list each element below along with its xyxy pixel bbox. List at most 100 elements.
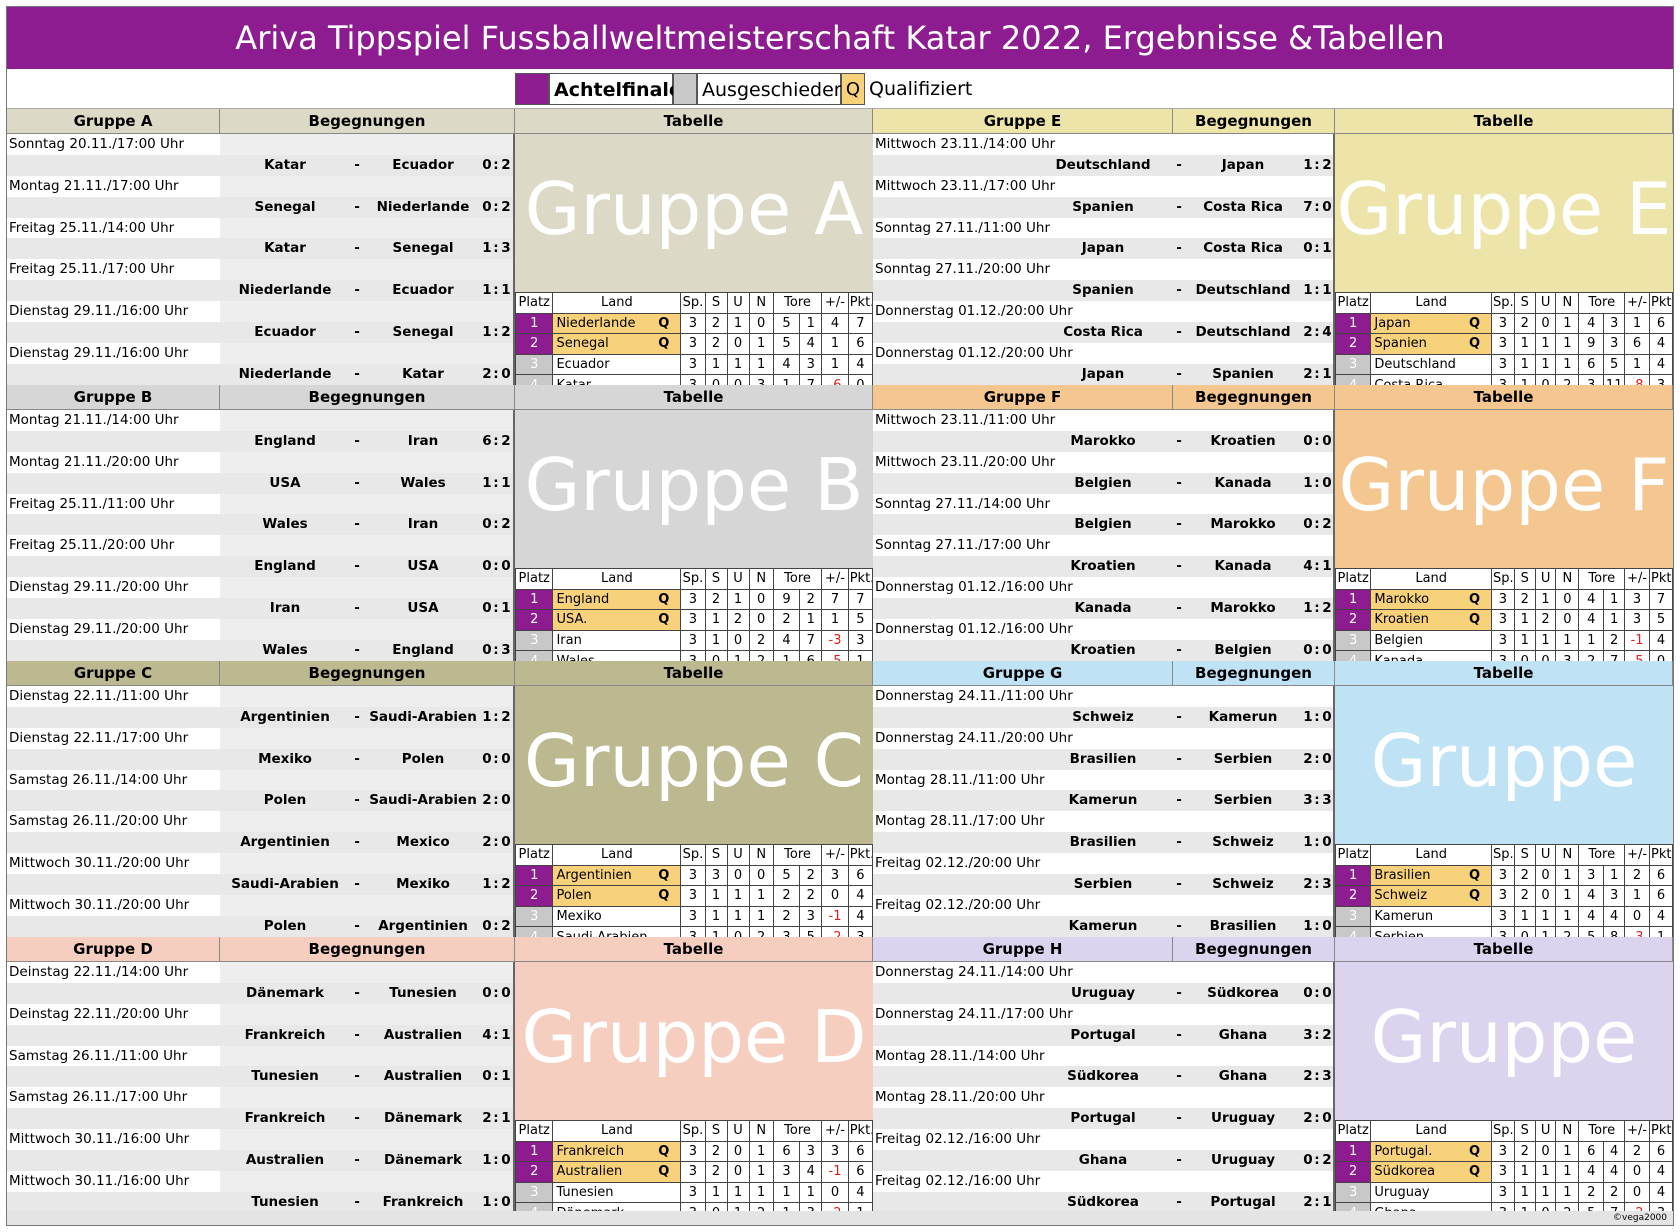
draws-cell: 0 bbox=[726, 333, 750, 355]
rank-cell: 2 bbox=[1334, 1161, 1372, 1183]
goal-diff-cell: -2 bbox=[821, 926, 849, 937]
goal-diff-cell: 0 bbox=[821, 1181, 849, 1204]
team-name: Uruguay bbox=[1374, 1185, 1430, 1201]
standings-row: 3 Tunesien 3 1 1 1 1 1 0 4 bbox=[514, 1181, 873, 1204]
goals-for-cell: 5 bbox=[772, 333, 801, 355]
match-date: Donnerstag 01.12./16:00 Uhr bbox=[875, 620, 1073, 637]
vs-dash: - bbox=[1176, 365, 1182, 382]
goals-against-cell: 4 bbox=[1603, 905, 1626, 928]
home-goals: 1 bbox=[482, 708, 492, 725]
score-colon: : bbox=[1314, 917, 1320, 934]
goals-for-cell: 2 bbox=[1578, 650, 1605, 661]
qualified-mark: Q bbox=[658, 612, 670, 628]
match-date-row: Dienstag 29.11./16:00 Uhr bbox=[7, 301, 513, 323]
legend-achtelfinale-swatch bbox=[515, 73, 549, 105]
standings-panel: Gruppe HPlatzLandSp.SUNTore+/-Pkt.1Portu… bbox=[1334, 962, 1673, 1213]
score-colon: : bbox=[493, 558, 499, 575]
column-header: N bbox=[1555, 1120, 1580, 1142]
away-team: Uruguay bbox=[1211, 1152, 1275, 1169]
home-goals: 0 bbox=[1303, 641, 1313, 658]
match-date-row: Mittwoch 23.11./17:00 Uhr bbox=[873, 175, 1333, 197]
standings-row: 4Kanada300327-50 bbox=[1334, 650, 1673, 661]
standings-row: 3 Uruguay 3 1 1 1 2 2 0 4 bbox=[1334, 1181, 1673, 1204]
qualified-mark: Q bbox=[1468, 315, 1480, 331]
column-header: Sp. bbox=[1491, 844, 1515, 866]
home-team: Marokko bbox=[1070, 432, 1136, 449]
match-date: Mittwoch 23.11./20:00 Uhr bbox=[875, 453, 1056, 470]
match-result-row: Kamerun - Brasilien 1:0 bbox=[873, 915, 1333, 937]
played-cell: 3 bbox=[680, 905, 706, 928]
match-result-row: Dänemark - Tunesien 0:0 bbox=[7, 982, 513, 1004]
away-team: Japan bbox=[1221, 156, 1265, 173]
wins-cell: 1 bbox=[1513, 353, 1536, 376]
match-date-row: Freitag 25.11./14:00 Uhr bbox=[7, 217, 513, 239]
goal-diff-cell: -1 bbox=[821, 1161, 849, 1183]
away-goals: 3 bbox=[1322, 876, 1332, 893]
match-result-row: Kamerun - Serbien 3:3 bbox=[873, 790, 1333, 812]
vs-dash: - bbox=[354, 1152, 360, 1169]
wins-cell: 2 bbox=[704, 333, 728, 355]
draws-cell: 0 bbox=[726, 1161, 750, 1183]
played-cell: 3 bbox=[680, 1181, 706, 1204]
group-block: Gruppe F Begegnungen Tabelle Mittwoch 23.11… bbox=[873, 385, 1673, 661]
goal-diff-cell: 1 bbox=[1624, 353, 1651, 376]
vs-dash: - bbox=[354, 750, 360, 767]
goals-for-cell: 6 bbox=[1578, 353, 1605, 376]
vs-dash: - bbox=[354, 156, 360, 173]
played-cell: 3 bbox=[680, 1140, 706, 1163]
away-team: Iran bbox=[407, 432, 439, 449]
away-team: Portugal bbox=[1210, 1193, 1276, 1210]
away-team: Mexico bbox=[396, 834, 450, 851]
home-team: Polen bbox=[263, 917, 307, 934]
standings-panel: Gruppe FPlatzLandSp.SUNTore+/-Pkt.1Marok… bbox=[1334, 410, 1673, 661]
score-colon: : bbox=[1314, 834, 1320, 851]
match-date-row: Freitag 25.11./20:00 Uhr bbox=[7, 535, 513, 557]
date-row-shade bbox=[220, 410, 513, 431]
home-goals: 0 bbox=[1303, 516, 1313, 533]
away-goals: 0 bbox=[1322, 708, 1332, 725]
rank-cell: 1 bbox=[514, 588, 554, 611]
goals-for-cell: 3 bbox=[772, 1161, 801, 1183]
wins-cell: 1 bbox=[704, 629, 728, 652]
tabelle-header: Tabelle bbox=[515, 937, 873, 962]
team-name: Ghana bbox=[1374, 1206, 1417, 1213]
group-color-panel bbox=[1335, 134, 1673, 292]
home-goals: 1 bbox=[482, 282, 492, 299]
team-name: Frankreich bbox=[556, 1143, 625, 1159]
points-cell: 5 bbox=[1649, 609, 1673, 631]
team-cell: Japan Q bbox=[1370, 312, 1492, 335]
away-goals: 2 bbox=[501, 876, 511, 893]
score-colon: : bbox=[493, 240, 499, 257]
column-header: +/- bbox=[821, 292, 849, 314]
points-cell: 4 bbox=[1649, 333, 1673, 355]
home-team: USA bbox=[269, 474, 301, 491]
column-header: Sp. bbox=[680, 1120, 706, 1142]
rank-cell: 2 bbox=[1334, 609, 1372, 631]
points-cell: 7 bbox=[847, 312, 873, 335]
away-goals: 1 bbox=[1322, 1193, 1332, 1210]
begegnungen-header: Begegnungen bbox=[1173, 661, 1335, 686]
goal-diff-cell: 4 bbox=[821, 312, 849, 335]
team-name: Kamerun bbox=[1374, 909, 1434, 925]
score-colon: : bbox=[1314, 1068, 1320, 1085]
legend-qualified-label: Qualifiziert bbox=[869, 78, 973, 100]
vs-dash: - bbox=[1176, 1026, 1182, 1043]
points-cell: 6 bbox=[847, 864, 873, 887]
match-date-row: Samstag 26.11./14:00 Uhr bbox=[7, 769, 513, 791]
match-date: Montag 21.11./14:00 Uhr bbox=[9, 412, 179, 428]
page-title: Ariva Tippspiel Fussballweltmeisterschaf… bbox=[7, 7, 1673, 69]
rank-cell: 2 bbox=[1334, 885, 1372, 907]
qualified-mark: Q bbox=[1468, 1143, 1480, 1159]
match-list: Sonntag 20.11./17:00 Uhr Katar - Ecuador 0:2… bbox=[7, 134, 515, 385]
match-result-row: Portugal - Uruguay 2:0 bbox=[873, 1108, 1333, 1130]
goals-against-cell: 4 bbox=[799, 1161, 823, 1183]
played-cell: 3 bbox=[680, 609, 706, 631]
points-cell: 7 bbox=[847, 588, 873, 611]
rank-cell: 3 bbox=[514, 353, 554, 376]
match-date-row: Montag 21.11./14:00 Uhr bbox=[7, 410, 513, 431]
played-cell: 3 bbox=[1491, 374, 1515, 385]
home-goals: 1 bbox=[482, 240, 492, 257]
match-date: Montag 28.11./14:00 Uhr bbox=[875, 1047, 1045, 1064]
vs-dash: - bbox=[1176, 641, 1182, 658]
